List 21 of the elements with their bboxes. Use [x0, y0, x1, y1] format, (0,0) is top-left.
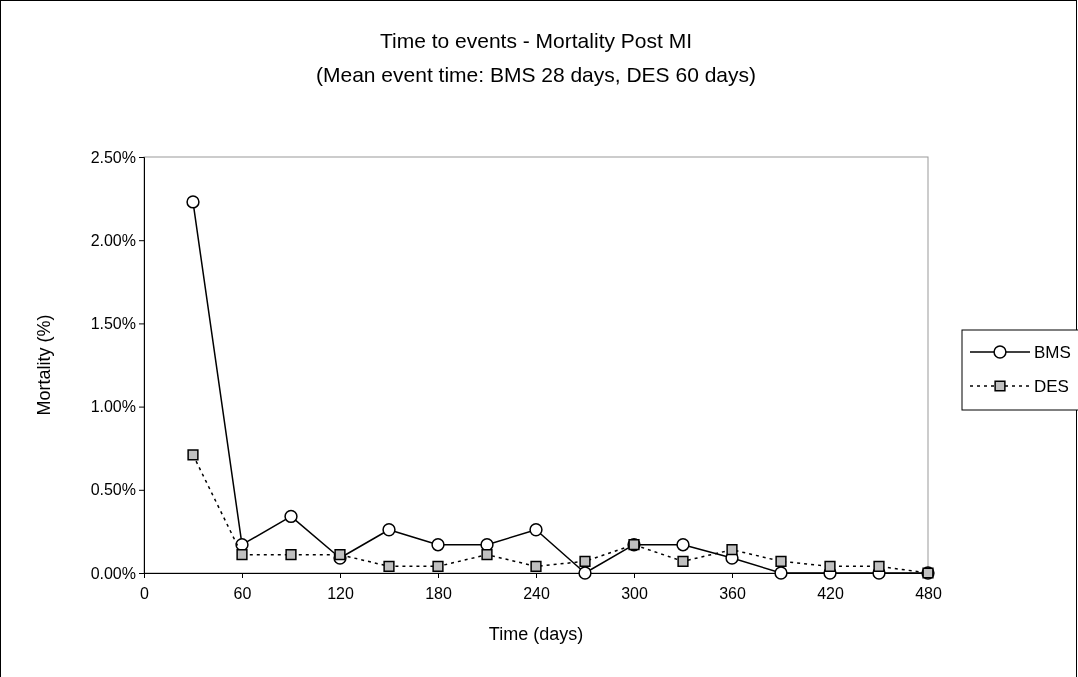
- x-axis-title: Time (days): [488, 624, 584, 644]
- x-tick-label: 180: [425, 584, 452, 602]
- x-tick-label: 60: [233, 584, 252, 602]
- x-tick-label: 120: [327, 584, 354, 602]
- y-tick-label: 2.00%: [90, 231, 136, 249]
- x-tick-label: 300: [621, 584, 648, 602]
- y-tick-label: 0.50%: [90, 481, 136, 499]
- x-tick-label: 0: [140, 584, 150, 602]
- y-tick-label: 2.50%: [90, 148, 136, 166]
- legend-label: DES: [1034, 377, 1069, 396]
- y-tick-label: 0.00%: [90, 564, 136, 582]
- x-tick-label: 480: [915, 584, 942, 602]
- y-tick-label: 1.50%: [90, 315, 136, 333]
- x-tick-label: 420: [817, 584, 844, 602]
- legend-label: BMS: [1034, 343, 1071, 362]
- y-axis-title: Mortality (%): [34, 314, 54, 416]
- x-tick-label: 240: [523, 584, 550, 602]
- chart-subtitle: (Mean event time: BMS 28 days, DES 60 days): [315, 63, 757, 86]
- chart-title: Time to events - Mortality Post MI: [380, 29, 692, 52]
- y-tick-label: 1.00%: [90, 398, 136, 416]
- x-tick-label: 360: [719, 584, 746, 602]
